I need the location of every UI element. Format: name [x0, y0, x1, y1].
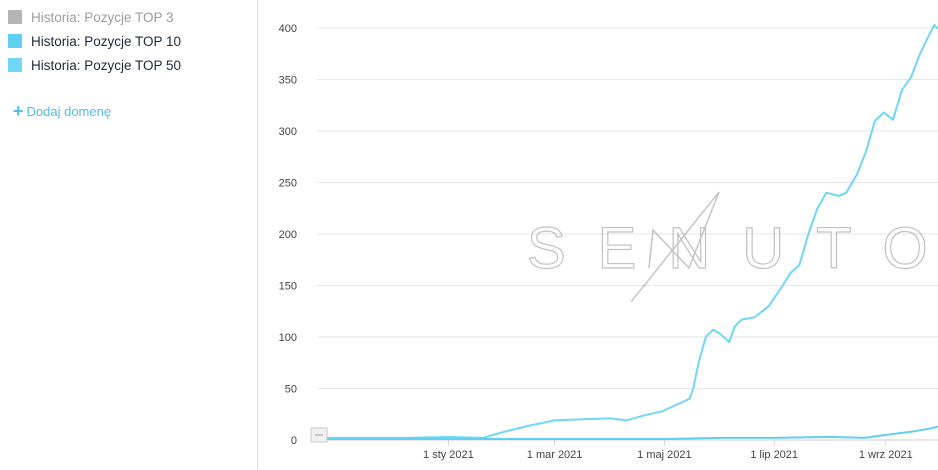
x-tick-label: 1 maj 2021 — [637, 449, 691, 461]
x-tick-label: 1 wrz 2021 — [859, 449, 913, 461]
x-tick-label: 1 sty 2021 — [423, 449, 474, 461]
plus-icon: + — [13, 101, 24, 121]
legend-label-top10: Historia: Pozycje TOP 10 — [31, 33, 182, 49]
grid — [317, 27, 938, 441]
y-tick-label: 50 — [285, 384, 297, 396]
senuto-watermark: SENUTO — [526, 191, 938, 303]
chart-area: SENUTO 0 50 100 150 200 250 300 350 400 1 sty 20… — [259, 0, 938, 470]
line-chart: SENUTO 0 50 100 150 200 250 300 350 400 1 sty 20… — [279, 23, 938, 461]
legend-label-top3: Historia: Pozycje TOP 3 — [31, 9, 174, 25]
navigator-handle[interactable] — [310, 427, 328, 443]
legend-swatch-top3 — [8, 10, 22, 24]
y-axis: 0 50 100 150 200 250 300 350 400 — [279, 23, 297, 447]
y-tick-label: 250 — [279, 178, 297, 190]
add-domain-button[interactable]: + Dodaj domenę — [13, 101, 112, 121]
y-tick-label: 150 — [279, 281, 297, 293]
y-tick-label: 400 — [279, 23, 297, 35]
series — [317, 23, 938, 440]
add-domain-label: Dodaj domenę — [26, 103, 112, 119]
x-tick-label: 1 mar 2021 — [527, 449, 583, 461]
y-tick-label: 300 — [279, 126, 297, 138]
legend-item-top10[interactable]: Historia: Pozycje TOP 10 — [8, 32, 181, 50]
legend-item-top50[interactable]: Historia: Pozycje TOP 50 — [8, 56, 181, 74]
legend-sidebar: Historia: Pozycje TOP 3 Historia: Pozycj… — [0, 0, 258, 470]
legend-swatch-top10 — [8, 34, 22, 48]
x-tick-label: 1 lip 2021 — [750, 449, 798, 461]
series-line-top50 — [317, 23, 938, 439]
legend-label-top50: Historia: Pozycje TOP 50 — [31, 57, 182, 73]
y-tick-label: 200 — [279, 229, 297, 241]
legend-swatch-top50 — [8, 58, 22, 72]
y-tick-label: 350 — [279, 75, 297, 87]
watermark-text: SENUTO — [527, 216, 938, 281]
y-tick-label: 100 — [279, 332, 297, 344]
legend-item-top3[interactable]: Historia: Pozycje TOP 3 — [8, 8, 174, 26]
series-line-top10 — [317, 425, 938, 440]
x-axis: 1 sty 2021 1 mar 2021 1 maj 2021 1 lip 2021… — [423, 440, 913, 461]
y-tick-label: 0 — [291, 435, 297, 447]
